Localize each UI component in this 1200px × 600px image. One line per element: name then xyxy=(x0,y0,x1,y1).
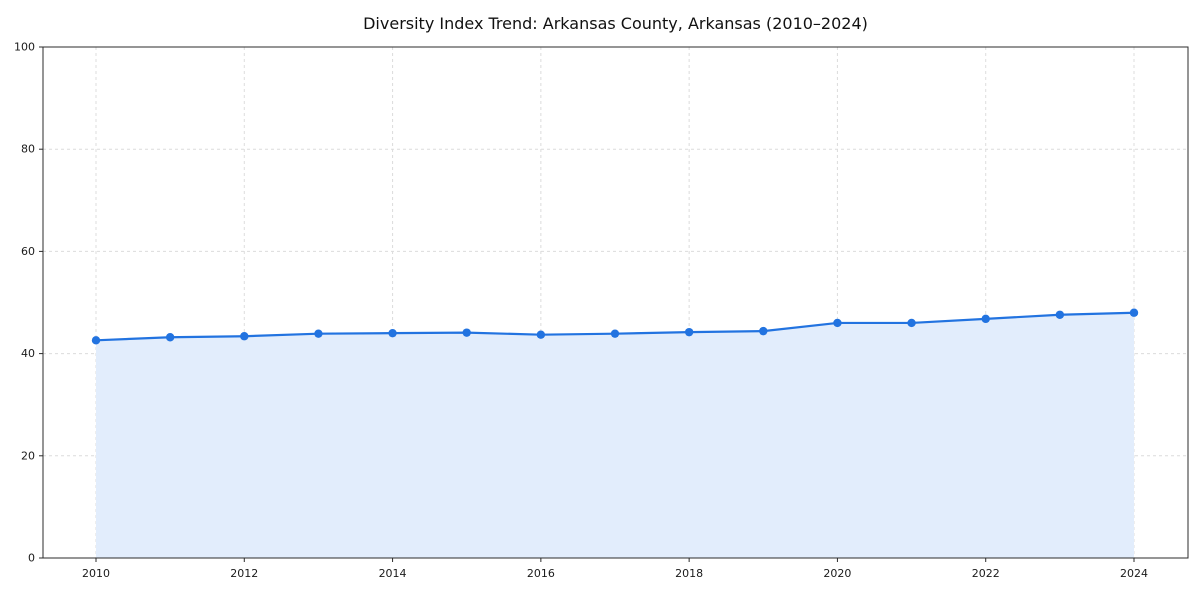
x-axis-tick-label: 2016 xyxy=(527,567,555,580)
y-axis-tick-label: 100 xyxy=(14,41,35,54)
y-axis-tick-label: 80 xyxy=(21,143,35,156)
data-point-marker xyxy=(1055,310,1065,319)
x-axis-tick-label: 2018 xyxy=(675,567,703,580)
data-point-marker xyxy=(314,329,323,338)
x-axis-tick-label: 2024 xyxy=(1120,567,1148,580)
y-axis-tick-label: 20 xyxy=(21,449,35,462)
y-axis-tick-label: 40 xyxy=(21,347,35,360)
x-axis-tick-label: 2014 xyxy=(379,567,407,580)
x-axis-tick-label: 2020 xyxy=(823,567,851,580)
chart-title: Diversity Index Trend: Arkansas County, … xyxy=(363,14,868,33)
data-point-marker xyxy=(1129,308,1139,317)
data-point-marker xyxy=(536,330,546,339)
data-point-marker xyxy=(981,314,990,324)
x-axis-tick-label: 2022 xyxy=(972,567,1000,580)
data-point-marker xyxy=(91,336,101,345)
series-area-fill xyxy=(96,312,1134,558)
data-point-marker xyxy=(610,329,620,338)
y-axis-tick-label: 60 xyxy=(21,245,35,258)
x-axis-tick-label: 2012 xyxy=(230,567,258,580)
data-point-marker xyxy=(165,333,175,342)
data-point-marker xyxy=(907,318,916,328)
data-point-marker xyxy=(462,328,471,337)
data-point-marker xyxy=(833,318,842,328)
y-axis-tick-label: 0 xyxy=(28,552,35,565)
data-point-marker xyxy=(240,332,249,341)
data-point-marker xyxy=(388,328,397,338)
data-point-marker xyxy=(684,327,694,337)
plot-border xyxy=(42,46,1189,559)
data-point-marker xyxy=(759,326,768,336)
x-axis-tick-label: 2010 xyxy=(82,567,110,580)
